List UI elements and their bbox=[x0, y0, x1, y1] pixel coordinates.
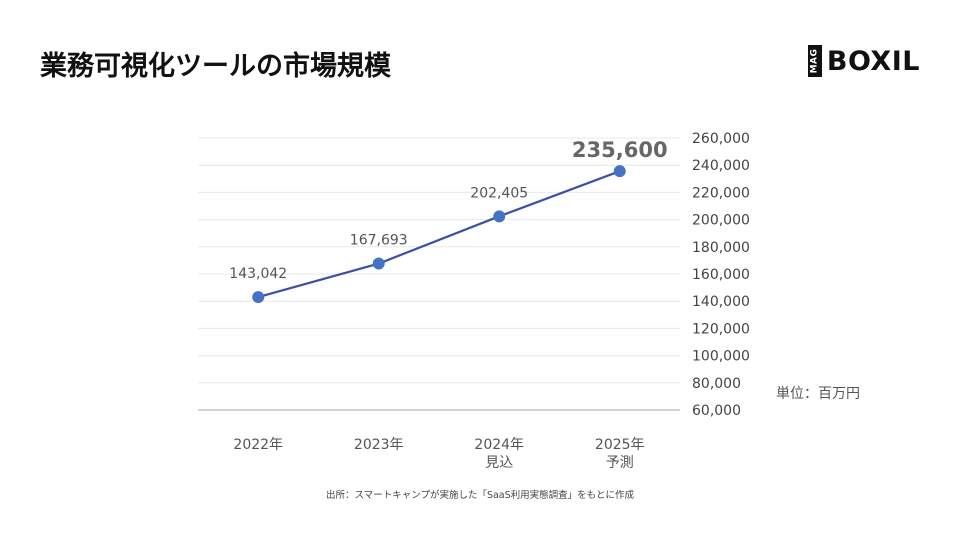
y-tick-label: 180,000 bbox=[692, 240, 750, 256]
data-label: 202,405 bbox=[470, 185, 528, 201]
y-tick-label: 60,000 bbox=[692, 403, 741, 419]
y-tick-label: 260,000 bbox=[692, 131, 750, 147]
x-tick-label: 2025年 bbox=[595, 437, 645, 453]
y-tick-label: 240,000 bbox=[692, 158, 750, 174]
series-line bbox=[257, 170, 621, 299]
x-tick-label: 2024年 bbox=[474, 437, 524, 453]
x-tick-label: 2022年 bbox=[233, 437, 283, 453]
data-point bbox=[252, 291, 265, 304]
x-tick-label: 予測 bbox=[606, 455, 634, 471]
logo-mag-mark: MAG bbox=[807, 45, 822, 77]
y-tick-label: 160,000 bbox=[692, 267, 750, 283]
x-tick-label: 見込 bbox=[485, 455, 513, 471]
y-tick-label: 140,000 bbox=[692, 294, 750, 310]
data-point bbox=[613, 165, 626, 178]
y-tick-label: 220,000 bbox=[692, 185, 750, 201]
y-tick-label: 100,000 bbox=[692, 349, 750, 365]
y-tick-label: 80,000 bbox=[692, 376, 741, 392]
logo-boxil-text: BOXIL bbox=[826, 45, 920, 77]
unit-label: 単位：百万円 bbox=[776, 386, 860, 402]
chart-title: 業務可視化ツールの市場規模 bbox=[40, 51, 391, 82]
data-label: 143,042 bbox=[229, 266, 287, 282]
data-point bbox=[493, 210, 506, 223]
source-note: 出所：スマートキャンプが実施した「SaaS利用実態調査」をもとに作成 bbox=[326, 490, 634, 501]
data-point bbox=[372, 257, 385, 270]
data-label: 167,693 bbox=[350, 233, 408, 249]
boxil-logo: MAG BOXIL bbox=[807, 44, 920, 78]
y-tick-label: 120,000 bbox=[692, 321, 750, 337]
y-tick-label: 200,000 bbox=[692, 213, 750, 229]
data-label-highlight: 235,600 bbox=[572, 138, 668, 162]
x-tick-label: 2023年 bbox=[354, 437, 404, 453]
